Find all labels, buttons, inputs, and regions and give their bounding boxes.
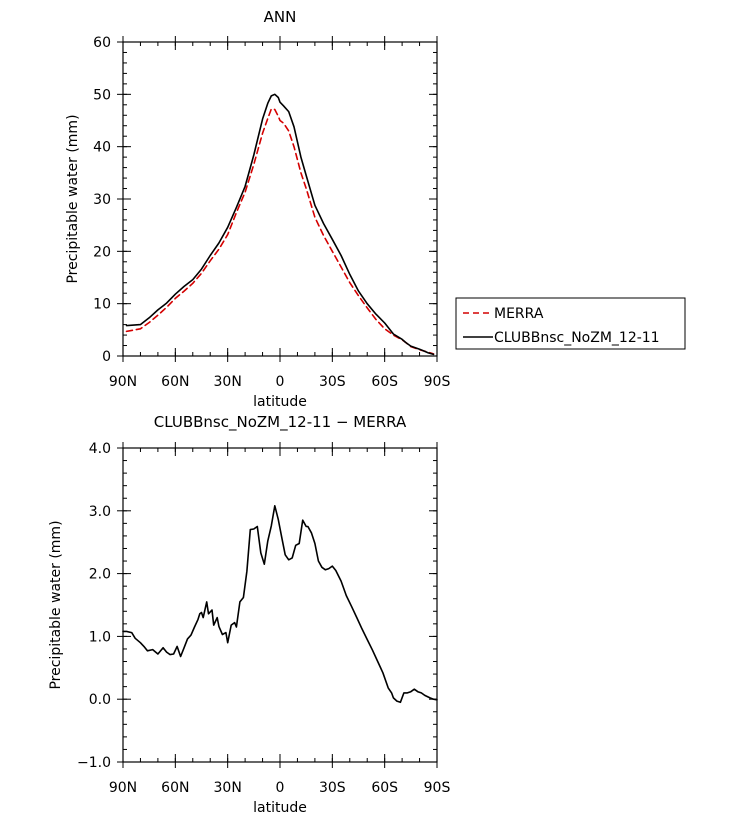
top-plot-frame	[122, 41, 438, 357]
top-y-tick-label: 20	[93, 244, 111, 260]
top-x-tick-label: 30N	[214, 374, 242, 390]
top-series-line-clubbnsc-nozm-12-11	[125, 93, 435, 356]
top-y-tick-label: 60	[93, 35, 111, 51]
bottom-x-tick-label: 60N	[161, 780, 189, 796]
legend-label-clubb: CLUBBnsc_NoZM_12-11	[494, 330, 660, 346]
bottom-y-tick-label: 1.0	[89, 629, 111, 645]
bottom-series-line-difference	[122, 504, 438, 704]
top-y-tick-label: 30	[93, 192, 111, 208]
top-x-tick-label: 0	[276, 374, 285, 390]
top-legend: MERRA CLUBBnsc_NoZM_12-11	[455, 297, 686, 350]
bottom-plot-frame	[122, 447, 438, 763]
bottom-y-tick-label: 3.0	[89, 504, 111, 520]
panel-bottom: CLUBBnsc_NoZM_12-11 − MERRA −1.0 0.0 1.0 2.…	[48, 413, 450, 816]
bottom-x-axis-label: latitude	[253, 800, 307, 816]
bottom-y-tick-label: 4.0	[89, 441, 111, 457]
top-x-tick-label: 90S	[424, 374, 451, 390]
bottom-y-axis-label: Precipitable water (mm)	[48, 520, 64, 689]
top-series-line-merra	[125, 108, 435, 355]
bottom-x-ticks: 90N 60N 30N 0 30S 60S 90S	[109, 442, 451, 796]
bottom-x-tick-label: 60S	[371, 780, 398, 796]
top-x-tick-label: 60N	[161, 374, 189, 390]
legend-label-merra: MERRA	[494, 306, 544, 322]
top-x-ticks: 90N 60N 30N 0 30S 60S 90S	[109, 36, 451, 390]
bottom-x-tick-label: 90S	[424, 780, 451, 796]
top-title: ANN	[264, 8, 297, 26]
top-x-tick-label: 90N	[109, 374, 137, 390]
top-x-tick-label: 60S	[371, 374, 398, 390]
panel-top: ANN 0 10 20 30 40 50 60 90N 60N 30N 0 30S 60S 90S la…	[65, 8, 686, 410]
top-y-axis-label: Precipitable water (mm)	[65, 114, 81, 283]
top-x-tick-label: 30S	[319, 374, 346, 390]
bottom-x-tick-label: 30S	[319, 780, 346, 796]
bottom-y-tick-label: 2.0	[89, 567, 111, 583]
bottom-y-ticks: −1.0 0.0 1.0 2.0 3.0 4.0	[77, 441, 437, 771]
bottom-y-tick-label: −1.0	[77, 755, 111, 771]
top-y-tick-label: 10	[93, 297, 111, 313]
legend-box	[455, 297, 686, 350]
bottom-x-tick-label: 0	[276, 780, 285, 796]
top-y-tick-label: 50	[93, 87, 111, 103]
top-y-tick-label: 0	[102, 349, 111, 365]
top-x-axis-label: latitude	[253, 394, 307, 410]
top-y-tick-label: 40	[93, 140, 111, 156]
bottom-x-tick-label: 90N	[109, 780, 137, 796]
bottom-x-tick-label: 30N	[214, 780, 242, 796]
bottom-y-tick-label: 0.0	[89, 692, 111, 708]
bottom-title: CLUBBnsc_NoZM_12-11 − MERRA	[154, 413, 407, 432]
top-series	[125, 93, 435, 356]
bottom-series	[122, 504, 438, 704]
top-y-ticks: 0 10 20 30 40 50 60	[93, 35, 437, 365]
